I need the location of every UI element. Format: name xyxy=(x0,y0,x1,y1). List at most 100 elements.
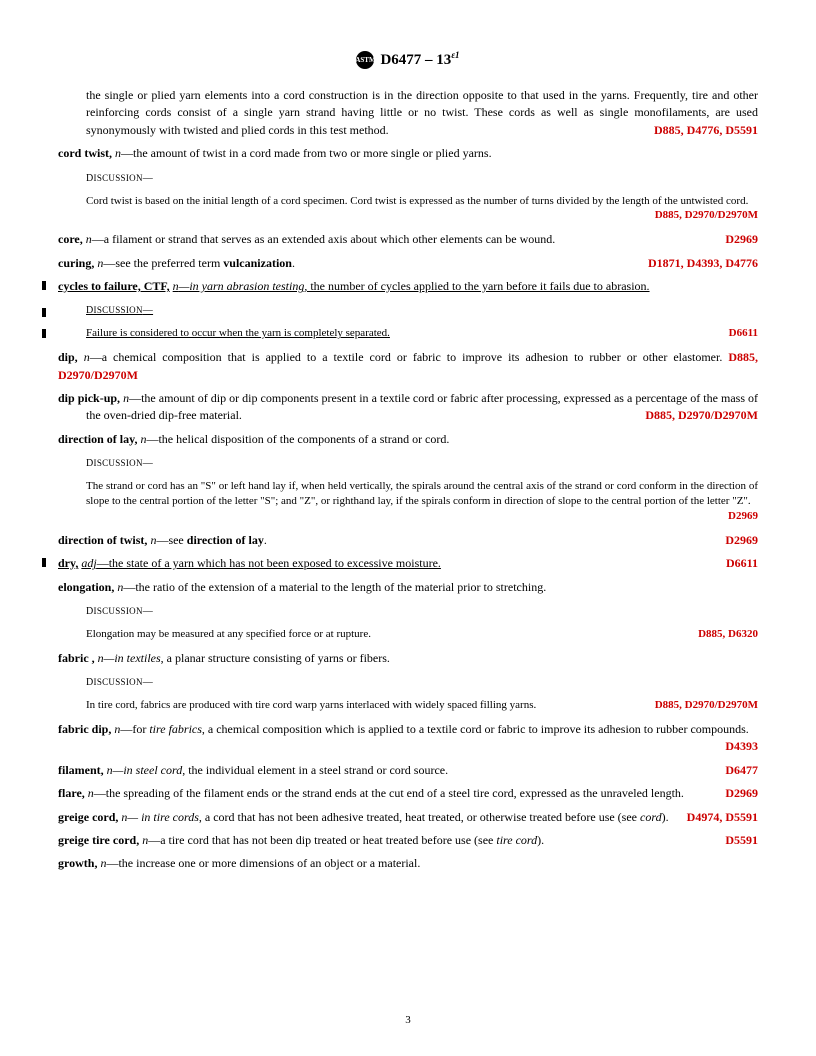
standard-ref: D4974, D5591 xyxy=(687,809,758,826)
definition-text: —for xyxy=(120,722,149,736)
standard-ref: D2969 xyxy=(728,509,758,524)
standard-ref: D1871, D4393, D4776 xyxy=(648,255,758,272)
term-entry: cord twist, n—the amount of twist in a c… xyxy=(58,145,758,162)
change-bar xyxy=(42,281,46,290)
term-name: dip pick-up, xyxy=(58,391,120,405)
definition-text: —the ratio of the extension of a materia… xyxy=(123,580,546,594)
standard-ref: D885, D4776, D5591 xyxy=(654,122,758,139)
term-entry: filament, n—in steel cord, the individua… xyxy=(58,762,758,779)
definitions-body: the single or plied yarn elements into a… xyxy=(58,87,758,873)
cross-ref-term: vulcanization xyxy=(223,256,292,270)
standard-ref: D6477 xyxy=(725,762,758,779)
change-bar xyxy=(42,558,46,567)
term-name: elongation, xyxy=(58,580,114,594)
designation: D6477 – 13ε1 xyxy=(380,50,459,69)
term-name: fabric dip, xyxy=(58,722,111,736)
term-name: greige cord, xyxy=(58,810,118,824)
discussion-text: Cord twist is based on the initial lengt… xyxy=(86,194,758,224)
term-context: —in yarn abrasion testing xyxy=(179,279,305,293)
standard-ref: D5591 xyxy=(725,832,758,849)
italic-term: cord xyxy=(640,810,662,824)
term-name: cord twist, xyxy=(58,146,112,160)
term-context: — in tire cords xyxy=(127,810,198,824)
definition-text-2: . xyxy=(264,533,267,547)
term-entry: cycles to failure, CTF, n—in yarn abrasi… xyxy=(58,278,758,295)
definition-text-2: ). xyxy=(662,810,669,824)
term-name: dry, xyxy=(58,556,78,570)
discussion-text: Failure is considered to occur when the … xyxy=(86,326,758,341)
term-entry: fabric dip, n—for tire fabrics, a chemic… xyxy=(58,721,758,756)
page-number: 3 xyxy=(0,1014,816,1026)
definition-text: —the state of a yarn which has not been … xyxy=(97,556,441,570)
term-entry: curing, n—see the preferred term vulcani… xyxy=(58,255,758,272)
definition-text: —a tire cord that has not been dip treat… xyxy=(148,833,496,847)
standard-ref: D885, D2970/D2970M xyxy=(655,208,758,223)
term-name: flare, xyxy=(58,786,85,800)
term-name: dip, xyxy=(58,350,78,364)
standard-ref: D885, D2970/D2970M xyxy=(673,407,758,424)
term-name: direction of twist, xyxy=(58,533,147,547)
term-context: —in textiles xyxy=(104,651,161,665)
definition-text: —the spreading of the filament ends or t… xyxy=(94,786,684,800)
term-name: direction of lay, xyxy=(58,432,137,446)
term-context: —in steel cord xyxy=(113,763,183,777)
term-entry: dry, adj—the state of a yarn which has n… xyxy=(58,555,758,572)
continuation-text: the single or plied yarn elements into a… xyxy=(58,87,758,139)
discussion-label: DISCUSSION— xyxy=(86,305,758,316)
term-name: cycles to failure, CTF, xyxy=(58,279,170,293)
standard-ref: D885, D2970/D2970M xyxy=(655,698,758,713)
italic-term: tire cord xyxy=(496,833,537,847)
term-name: filament, xyxy=(58,763,104,777)
standard-ref: D885, D6320 xyxy=(698,627,758,642)
term-entry: greige tire cord, n—a tire cord that has… xyxy=(58,832,758,849)
discussion-label: DISCUSSION— xyxy=(86,173,758,184)
definition-text: —a chemical composition that is applied … xyxy=(90,350,729,364)
discussion-label: DISCUSSION— xyxy=(86,677,758,688)
term-entry: flare, n—the spreading of the filament e… xyxy=(58,785,758,802)
page-header: ASTM D6477 – 13ε1 xyxy=(58,50,758,69)
term-entry: direction of lay, n—the helical disposit… xyxy=(58,431,758,448)
term-entry: dip pick-up, n—the amount of dip or dip … xyxy=(58,390,758,425)
definition-text: —the amount of twist in a cord made from… xyxy=(121,146,492,160)
term-name: growth, xyxy=(58,856,97,870)
definition-text-2: ). xyxy=(537,833,544,847)
term-name: core, xyxy=(58,232,83,246)
standard-ref: D2969 xyxy=(725,231,758,248)
standard-ref: D4393 xyxy=(753,738,758,755)
part-of-speech: adj xyxy=(81,556,96,570)
definition-text: , a planar structure consisting of yarns… xyxy=(161,651,390,665)
italic-term: tire fabrics xyxy=(149,722,202,736)
discussion-label: DISCUSSION— xyxy=(86,606,758,617)
standard-ref: D2969 xyxy=(725,785,758,802)
definition-text: —see the preferred term xyxy=(103,256,223,270)
definition-text: , a cord that has not been adhesive trea… xyxy=(199,810,640,824)
definition-text: —see xyxy=(156,533,186,547)
term-entry: growth, n—the increase one or more dimen… xyxy=(58,855,758,872)
definition-text-2: , a chemical composition which is applie… xyxy=(202,722,749,736)
term-entry: elongation, n—the ratio of the extension… xyxy=(58,579,758,596)
term-entry: fabric , n—in textiles, a planar structu… xyxy=(58,650,758,667)
definition-text: , the individual element in a steel stra… xyxy=(182,763,448,777)
term-entry: greige cord, n— in tire cords, a cord th… xyxy=(58,809,758,826)
term-name: curing, xyxy=(58,256,94,270)
discussion-text: In tire cord, fabrics are produced with … xyxy=(86,698,758,713)
term-name: fabric , xyxy=(58,651,95,665)
cross-ref-term: direction of lay xyxy=(187,533,264,547)
discussion-label: DISCUSSION— xyxy=(86,458,758,469)
change-bar xyxy=(42,308,46,317)
standard-ref: D6611 xyxy=(729,326,758,341)
standard-ref: D2969 xyxy=(725,532,758,549)
astm-logo: ASTM xyxy=(356,51,374,69)
definition-text: —the increase one or more dimensions of … xyxy=(106,856,420,870)
term-entry: dip, n—a chemical composition that is ap… xyxy=(58,349,758,384)
term-entry: direction of twist, n—see direction of l… xyxy=(58,532,758,549)
discussion-text: Elongation may be measured at any specif… xyxy=(86,627,758,642)
definition-text: —a filament or strand that serves as an … xyxy=(92,232,556,246)
definition-text-2: . xyxy=(292,256,295,270)
change-bar xyxy=(42,329,46,338)
definition-text: —the helical disposition of the componen… xyxy=(146,432,449,446)
standard-ref: D6611 xyxy=(726,555,758,572)
term-entry: core, n—a filament or strand that serves… xyxy=(58,231,758,248)
definition-text: , the number of cycles applied to the ya… xyxy=(304,279,649,293)
term-name: greige tire cord, xyxy=(58,833,139,847)
